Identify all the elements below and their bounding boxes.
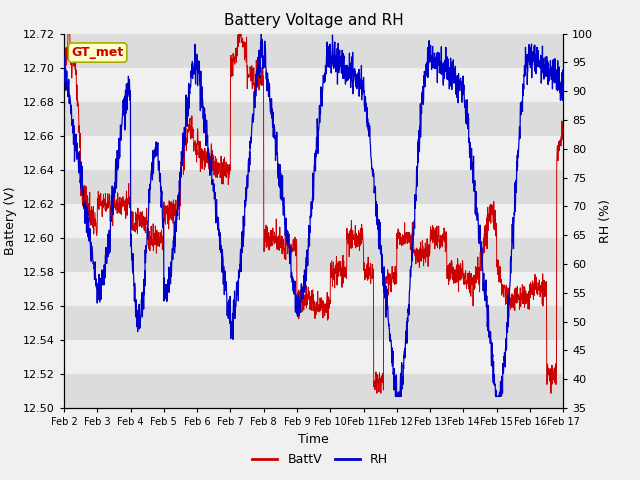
Bar (64, 272, 563, 306)
Text: GT_met: GT_met (72, 46, 124, 59)
Bar (64, 204, 563, 238)
Bar (64, 170, 563, 204)
Bar (64, 102, 563, 136)
Title: Battery Voltage and RH: Battery Voltage and RH (224, 13, 403, 28)
Bar (64, 136, 563, 170)
Bar (64, 340, 563, 374)
Y-axis label: Battery (V): Battery (V) (4, 187, 17, 255)
Bar (64, 306, 563, 340)
Legend: BattV, RH: BattV, RH (248, 448, 392, 471)
Bar (64, 68, 563, 102)
Bar (64, 374, 563, 408)
Bar (64, 238, 563, 272)
Bar (64, 34, 563, 68)
X-axis label: Time: Time (298, 432, 329, 445)
Y-axis label: RH (%): RH (%) (599, 199, 612, 243)
